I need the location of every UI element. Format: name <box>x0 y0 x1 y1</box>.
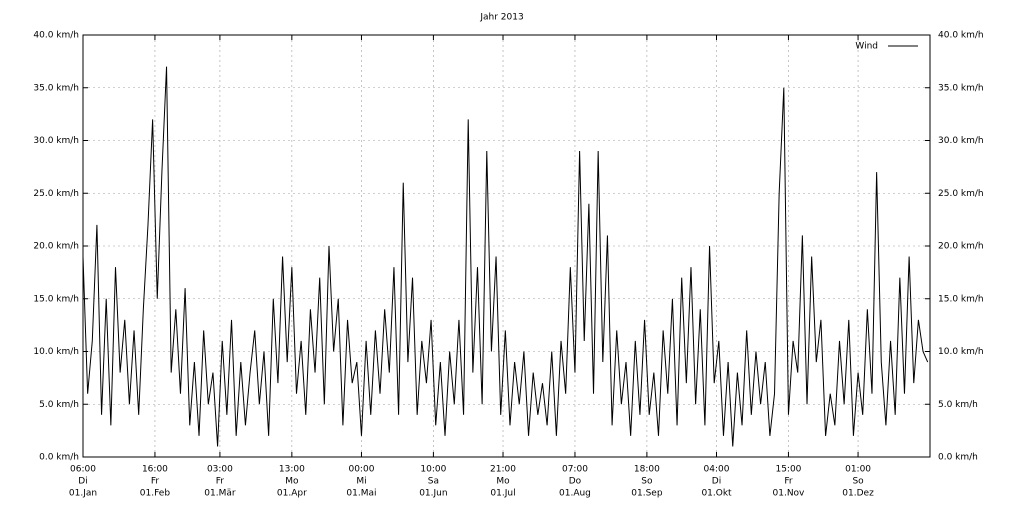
x-tick-label: 18:00 <box>634 465 660 475</box>
chart-title: Jahr 2013 <box>479 13 523 23</box>
x-tick-label: 01.Mai <box>346 489 376 499</box>
y2-tick-label: 40.0 km/h <box>938 31 984 41</box>
x-tick-label: Mo <box>496 477 510 487</box>
y2-tick-label: 20.0 km/h <box>938 242 984 252</box>
x-tick-label: 01.Nov <box>773 489 806 499</box>
x-tick-label: 01:00 <box>845 465 871 475</box>
x-tick-label: Di <box>712 477 721 487</box>
x-tick-label: 01.Okt <box>701 489 732 499</box>
y-tick-label: 10.0 km/h <box>33 347 79 357</box>
x-tick-label: Do <box>569 477 582 487</box>
x-tick-label: 01.Apr <box>277 489 307 499</box>
y2-tick-label: 10.0 km/h <box>938 347 984 357</box>
x-tick-label: Di <box>78 477 87 487</box>
x-tick-label: 15:00 <box>775 465 801 475</box>
x-tick-label: 21:00 <box>490 465 516 475</box>
x-tick-label: 01.Jul <box>490 489 515 499</box>
legend-label: Wind <box>855 42 878 52</box>
y-tick-label: 25.0 km/h <box>33 189 79 199</box>
y2-tick-label: 15.0 km/h <box>938 294 984 304</box>
y-tick-label: 5.0 km/h <box>39 400 79 410</box>
y2-tick-label: 5.0 km/h <box>938 400 978 410</box>
y2-tick-label: 0.0 km/h <box>938 453 978 463</box>
y-tick-label: 40.0 km/h <box>33 31 79 41</box>
x-tick-label: 01.Sep <box>631 489 663 499</box>
x-tick-label: 03:00 <box>207 465 233 475</box>
x-tick-label: Sa <box>428 477 439 487</box>
line <box>82 66 929 447</box>
y2-tick-label: 35.0 km/h <box>938 83 984 93</box>
x-tick-label: 07:00 <box>562 465 588 475</box>
x-tick-label: 01.Feb <box>140 489 171 499</box>
y-tick-label: 35.0 km/h <box>33 83 79 93</box>
x-tick-label: Fr <box>151 477 160 487</box>
x-tick-label: 01.Jan <box>69 489 97 499</box>
x-tick-label: 16:00 <box>142 465 168 475</box>
x-tick-label: So <box>641 477 653 487</box>
y-tick-label: 20.0 km/h <box>33 242 79 252</box>
x-tick-label: Fr <box>216 477 225 487</box>
y-tick-label: 30.0 km/h <box>33 136 79 146</box>
x-tick-label: 13:00 <box>279 465 305 475</box>
x-tick-label: 01.Dez <box>842 489 874 499</box>
x-tick-label: So <box>852 477 864 487</box>
x-tick-label: 00:00 <box>348 465 374 475</box>
x-tick-label: 10:00 <box>420 465 446 475</box>
x-tick-label: 06:00 <box>70 465 96 475</box>
x-tick-label: Mi <box>356 477 366 487</box>
y2-tick-label: 25.0 km/h <box>938 189 984 199</box>
x-tick-label: 01.Mär <box>204 489 236 499</box>
x-tick-label: 01.Jun <box>419 489 447 499</box>
x-tick-label: 04:00 <box>704 465 730 475</box>
x-tick-label: 01.Aug <box>559 489 591 499</box>
y-tick-label: 15.0 km/h <box>33 294 79 304</box>
y2-tick-label: 30.0 km/h <box>938 136 984 146</box>
x-tick-label: Mo <box>285 477 299 487</box>
x-tick-label: Fr <box>784 477 793 487</box>
y-tick-label: 0.0 km/h <box>39 453 79 463</box>
plot-frame <box>82 34 931 458</box>
